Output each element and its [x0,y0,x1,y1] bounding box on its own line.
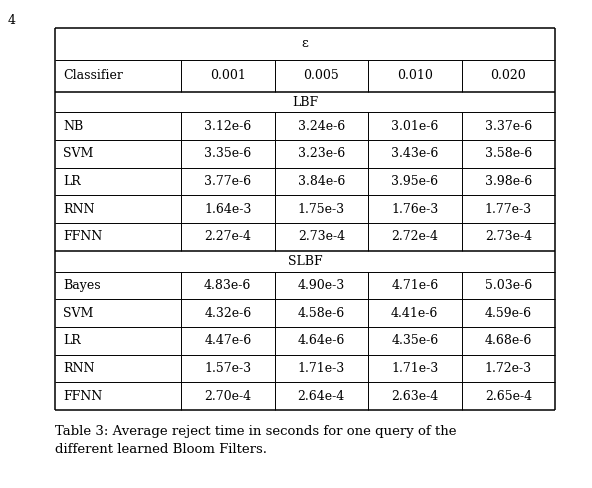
Text: SVM: SVM [63,147,94,161]
Text: 1.57e-3: 1.57e-3 [204,362,252,375]
Text: 3.12e-6: 3.12e-6 [204,120,252,133]
Text: 2.65e-4: 2.65e-4 [485,389,532,403]
Text: 2.27e-4: 2.27e-4 [204,230,251,244]
Text: 3.01e-6: 3.01e-6 [391,120,439,133]
Text: 3.77e-6: 3.77e-6 [204,175,252,188]
Text: 3.35e-6: 3.35e-6 [204,147,252,161]
Text: 1.72e-3: 1.72e-3 [485,362,532,375]
Text: 5.03e-6: 5.03e-6 [485,279,532,292]
Text: 4: 4 [8,14,16,27]
Text: 4.90e-3: 4.90e-3 [298,279,345,292]
Text: 4.64e-6: 4.64e-6 [298,334,345,347]
Text: 4.71e-6: 4.71e-6 [391,279,439,292]
Text: 3.37e-6: 3.37e-6 [485,120,532,133]
Text: LBF: LBF [292,96,318,108]
Text: 1.64e-3: 1.64e-3 [204,203,252,216]
Text: 4.41e-6: 4.41e-6 [391,306,439,320]
Text: RNN: RNN [63,203,95,216]
Text: 3.43e-6: 3.43e-6 [391,147,439,161]
Text: 4.58e-6: 4.58e-6 [298,306,345,320]
Text: 1.71e-3: 1.71e-3 [298,362,345,375]
Text: 2.63e-4: 2.63e-4 [391,389,439,403]
Text: 4.47e-6: 4.47e-6 [204,334,252,347]
Text: 2.73e-4: 2.73e-4 [485,230,532,244]
Text: 4.83e-6: 4.83e-6 [204,279,252,292]
Text: 2.73e-4: 2.73e-4 [298,230,345,244]
Text: 3.95e-6: 3.95e-6 [391,175,438,188]
Text: Classifier: Classifier [63,69,123,82]
Text: different learned Bloom Filters.: different learned Bloom Filters. [55,443,267,456]
Text: LR: LR [63,334,81,347]
Text: 4.59e-6: 4.59e-6 [485,306,532,320]
Text: LR: LR [63,175,81,188]
Text: SVM: SVM [63,306,94,320]
Text: Bayes: Bayes [63,279,101,292]
Text: NB: NB [63,120,83,133]
Text: 2.70e-4: 2.70e-4 [204,389,252,403]
Text: 4.32e-6: 4.32e-6 [204,306,252,320]
Text: 4.35e-6: 4.35e-6 [391,334,439,347]
Text: 1.76e-3: 1.76e-3 [391,203,439,216]
Text: Table 3: Average reject time in seconds for one query of the: Table 3: Average reject time in seconds … [55,425,456,438]
Text: FFNN: FFNN [63,389,102,403]
Text: 3.58e-6: 3.58e-6 [485,147,532,161]
Text: 2.72e-4: 2.72e-4 [391,230,438,244]
Text: 0.001: 0.001 [210,69,246,82]
Text: 0.010: 0.010 [397,69,433,82]
Text: 1.77e-3: 1.77e-3 [485,203,532,216]
Text: 1.71e-3: 1.71e-3 [391,362,439,375]
Text: 4.68e-6: 4.68e-6 [485,334,532,347]
Text: 0.005: 0.005 [303,69,339,82]
Text: 3.23e-6: 3.23e-6 [298,147,345,161]
Text: 3.98e-6: 3.98e-6 [485,175,532,188]
Text: 3.24e-6: 3.24e-6 [298,120,345,133]
Text: SLBF: SLBF [288,255,322,268]
Text: 2.64e-4: 2.64e-4 [298,389,345,403]
Text: 1.75e-3: 1.75e-3 [298,203,345,216]
Text: FFNN: FFNN [63,230,102,244]
Text: 0.020: 0.020 [490,69,526,82]
Text: ε: ε [301,38,308,50]
Text: 3.84e-6: 3.84e-6 [298,175,345,188]
Text: RNN: RNN [63,362,95,375]
